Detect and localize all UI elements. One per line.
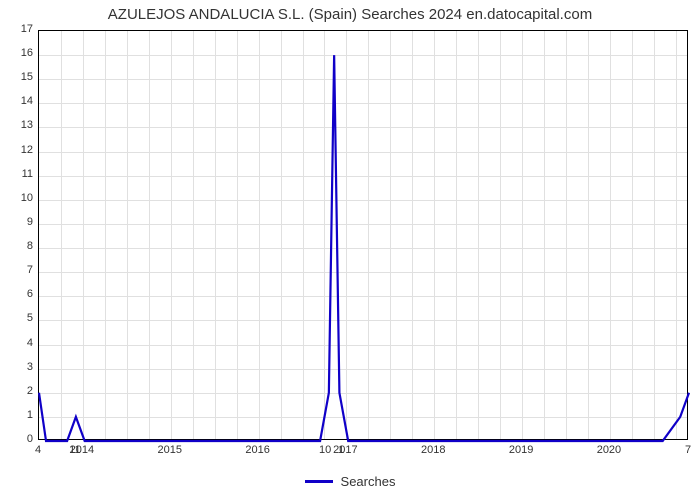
chart-container: AZULEJOS ANDALUCIA S.L. (Spain) Searches… <box>0 0 700 500</box>
point-label: 4 <box>35 444 41 456</box>
x-tick-label: 2019 <box>509 444 533 456</box>
y-tick-label: 11 <box>8 168 33 180</box>
point-label: 10 <box>319 444 331 456</box>
x-tick-label: 2020 <box>597 444 621 456</box>
y-tick-label: 15 <box>8 71 33 83</box>
y-tick-label: 17 <box>8 23 33 35</box>
y-tick-label: 6 <box>8 288 33 300</box>
point-label: 1 <box>338 444 344 456</box>
y-tick-label: 2 <box>8 385 33 397</box>
legend-item-searches: Searches <box>305 474 396 489</box>
chart-title: AZULEJOS ANDALUCIA S.L. (Spain) Searches… <box>0 6 700 23</box>
plot-area <box>38 30 688 440</box>
y-tick-label: 0 <box>8 433 33 445</box>
x-tick-label: 2016 <box>245 444 269 456</box>
x-tick-label: 2017 <box>333 444 357 456</box>
legend-label: Searches <box>341 474 396 489</box>
y-tick-label: 10 <box>8 192 33 204</box>
point-label: 7 <box>685 444 691 456</box>
y-tick-label: 8 <box>8 240 33 252</box>
y-tick-label: 16 <box>8 47 33 59</box>
x-tick-label: 2015 <box>158 444 182 456</box>
y-tick-label: 3 <box>8 361 33 373</box>
y-tick-label: 9 <box>8 216 33 228</box>
y-tick-label: 14 <box>8 95 33 107</box>
y-tick-label: 1 <box>8 409 33 421</box>
point-label: 11 <box>69 444 80 456</box>
legend-swatch <box>305 480 333 483</box>
y-tick-label: 12 <box>8 144 33 156</box>
y-tick-label: 4 <box>8 337 33 349</box>
x-tick-label: 2018 <box>421 444 445 456</box>
y-tick-label: 13 <box>8 119 33 131</box>
series-line <box>39 31 689 441</box>
y-tick-label: 7 <box>8 264 33 276</box>
y-tick-label: 5 <box>8 312 33 324</box>
legend: Searches <box>0 470 700 489</box>
